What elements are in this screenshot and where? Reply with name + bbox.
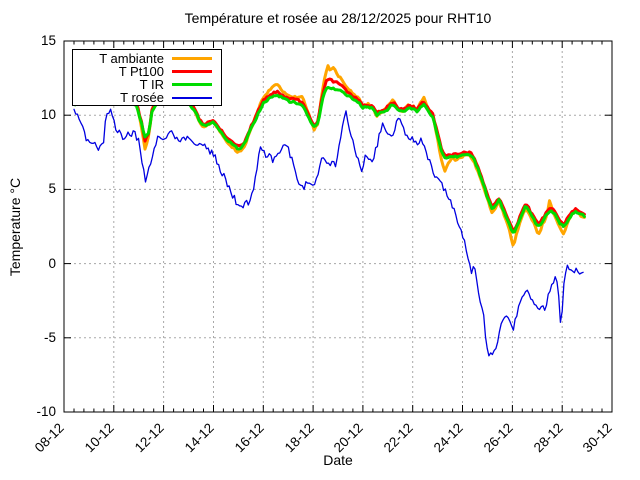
legend-item-t-rosee: T rosée <box>73 91 212 104</box>
legend-label: T ambiante <box>99 51 164 66</box>
y-tick-label: 15 <box>40 33 56 48</box>
legend-label: T Pt100 <box>118 64 164 79</box>
legend-line-sample-orange <box>172 57 212 60</box>
legend-label: T IR <box>139 77 164 92</box>
legend-item-t-ambiante: T ambiante <box>73 52 212 65</box>
y-tick-label: 5 <box>48 181 56 197</box>
legend-line-sample-blue <box>172 96 212 99</box>
x-axis-label: Date <box>323 452 353 468</box>
legend-line-sample-green <box>172 83 212 86</box>
y-tick-label: 10 <box>40 107 56 123</box>
legend-label: T rosée <box>120 90 164 105</box>
y-tick-label: -10 <box>36 404 56 419</box>
legend-line-sample-red <box>172 70 212 73</box>
legend-item-t-ir: T IR <box>73 78 212 91</box>
legend: T ambiante T Pt100 T IR T rosée <box>72 49 222 106</box>
chart-title: Température et rosée au 28/12/2025 pour … <box>184 10 492 26</box>
y-axis-label: Temperature °C <box>7 177 23 277</box>
y-tick-label: 0 <box>48 255 56 271</box>
y-tick-label: -5 <box>43 329 56 345</box>
legend-item-t-pt100: T Pt100 <box>73 65 212 78</box>
